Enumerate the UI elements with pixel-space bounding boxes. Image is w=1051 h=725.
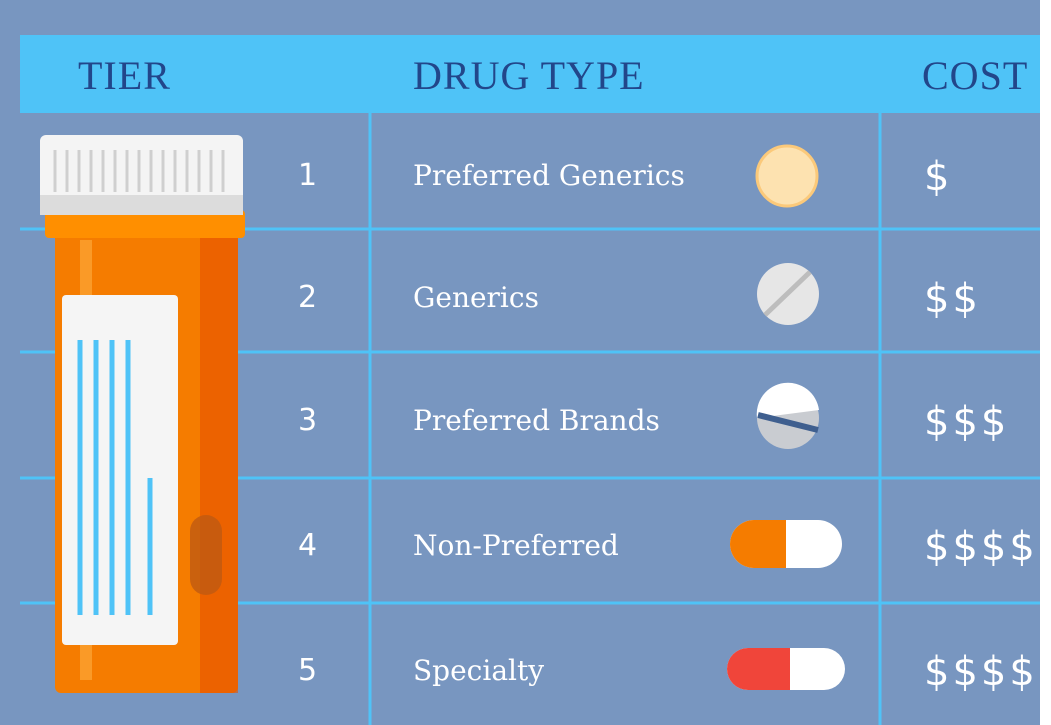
cost: $$$$: [924, 524, 1038, 570]
column-header: COST: [922, 53, 1028, 98]
tier-number: 4: [298, 528, 317, 563]
tier-number: 5: [298, 653, 317, 688]
cost: $: [924, 154, 952, 200]
banded-pill: [756, 382, 819, 449]
tier-number: 1: [298, 158, 317, 193]
drug-type: Non-Preferred: [413, 529, 619, 562]
capsule-red: [727, 648, 845, 690]
drug-type: Preferred Brands: [413, 404, 660, 437]
pill-bottle: [40, 135, 245, 693]
cost: $$$: [924, 399, 1009, 445]
drug-type: Preferred Generics: [413, 159, 685, 192]
capsule-orange: [730, 520, 842, 568]
drug-type: Generics: [413, 281, 539, 314]
scored-pill: [757, 263, 819, 325]
header-band: [20, 35, 1040, 113]
tier-number: 2: [298, 280, 317, 315]
column-header: DRUG TYPE: [413, 53, 645, 98]
cost: $$: [924, 276, 981, 322]
cost: $$$$$: [924, 649, 1051, 695]
right-margin: [1040, 0, 1051, 725]
pill-icons: [727, 144, 845, 690]
tier-number: 3: [298, 403, 317, 438]
round-pill: [755, 144, 819, 208]
column-header: TIER: [78, 53, 171, 98]
drug-type: Specialty: [413, 654, 544, 687]
